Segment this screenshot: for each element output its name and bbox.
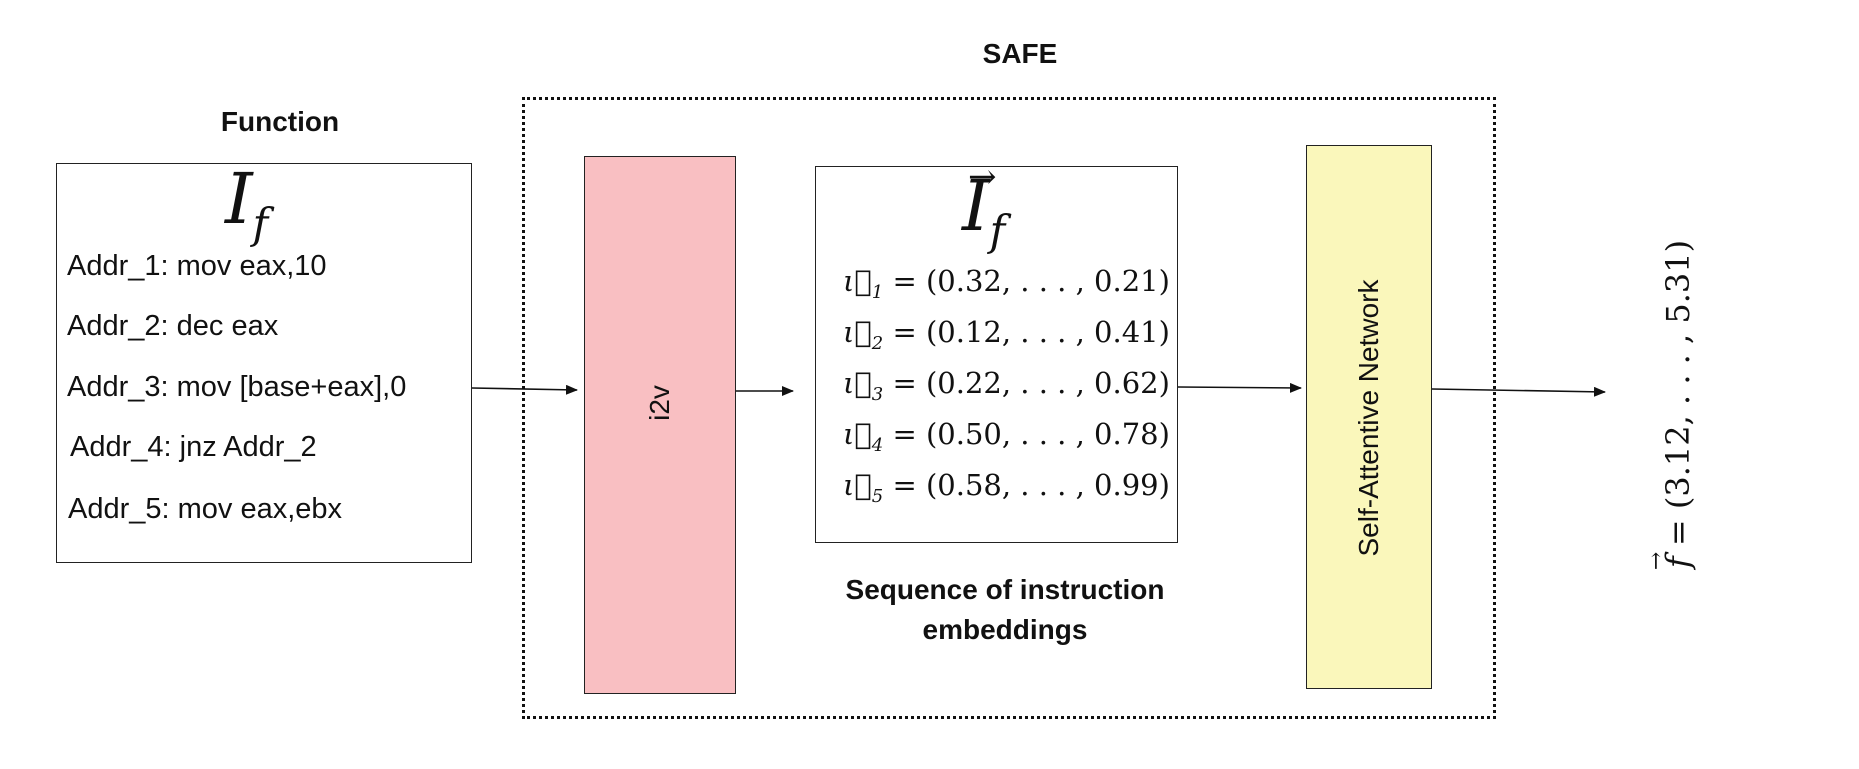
function-title: Function [220,106,340,137]
function-box [56,163,472,563]
embedding-symbol-subscript: f [989,206,1006,255]
embedding-value-5: = (0.58, . . . , 0.99) [892,468,1170,502]
function-symbol-letter: I [225,158,253,240]
instruction-4: Addr_4: jnz Addr_2 [70,431,317,463]
arrow-network-to-output [1431,386,1606,397]
iota-index-1: 1 [871,281,884,303]
iota-vector-4: ι⃗4 [843,417,884,456]
embedding-row-3: ι⃗3 = (0.22, . . . , 0.62) [843,366,1170,405]
embedding-vector-arrow: → [968,157,997,197]
self-attentive-network-block [1306,145,1432,689]
embedding-symbol-letter: I [962,165,990,247]
iota-index-3: 3 [871,383,884,405]
embedding-row-1: ι⃗1 = (0.32, . . . , 0.21) [843,264,1170,303]
function-symbol: If [225,158,268,248]
instruction-5: Addr_5: mov eax,ebx [68,493,343,525]
iota-vector-1: ι⃗1 [843,264,884,303]
embedding-box [815,166,1178,543]
iota-vector-2: ι⃗2 [843,315,884,354]
embedding-value-3: = (0.22, . . . , 0.62) [892,366,1170,400]
embedding-row-5: ι⃗5 = (0.58, . . . , 0.99) [843,468,1170,507]
iota-index-2: 2 [871,332,884,354]
embedding-symbol: → If [962,157,1006,255]
iota-vector-3: ι⃗3 [843,366,884,405]
function-symbol-subscript: f [252,199,269,248]
iota-index-5: 5 [871,485,884,507]
embedding-value-1: = (0.32, . . . , 0.21) [892,264,1170,298]
embedding-value-4: = (0.50, . . . , 0.78) [892,417,1170,451]
sequence-caption-line-2: embeddings [922,614,1088,645]
instruction-2: Addr_2: dec eax [67,310,279,342]
sequence-caption-line-1: Sequence of instruction [845,574,1165,605]
instruction-3: Addr_3: mov [base+eax],0 [67,371,407,403]
arrow-function-to-i2v [471,384,578,395]
i2v-block [584,156,736,694]
iota-index-4: 4 [871,434,884,456]
embedding-row-4: ι⃗4 = (0.50, . . . , 0.78) [843,417,1170,456]
embedding-value-2: = (0.12, . . . , 0.41) [892,315,1170,349]
arrow-embeddings-to-network [1177,382,1302,393]
safe-container [522,97,1496,719]
instruction-1: Addr_1: mov eax,10 [67,250,327,282]
iota-vector-5: ι⃗5 [843,468,884,507]
embedding-row-2: ι⃗2 = (0.12, . . . , 0.41) [843,315,1170,354]
safe-title: SAFE [982,38,1058,69]
sequence-caption: Sequence of instruction embeddings [790,570,1220,650]
